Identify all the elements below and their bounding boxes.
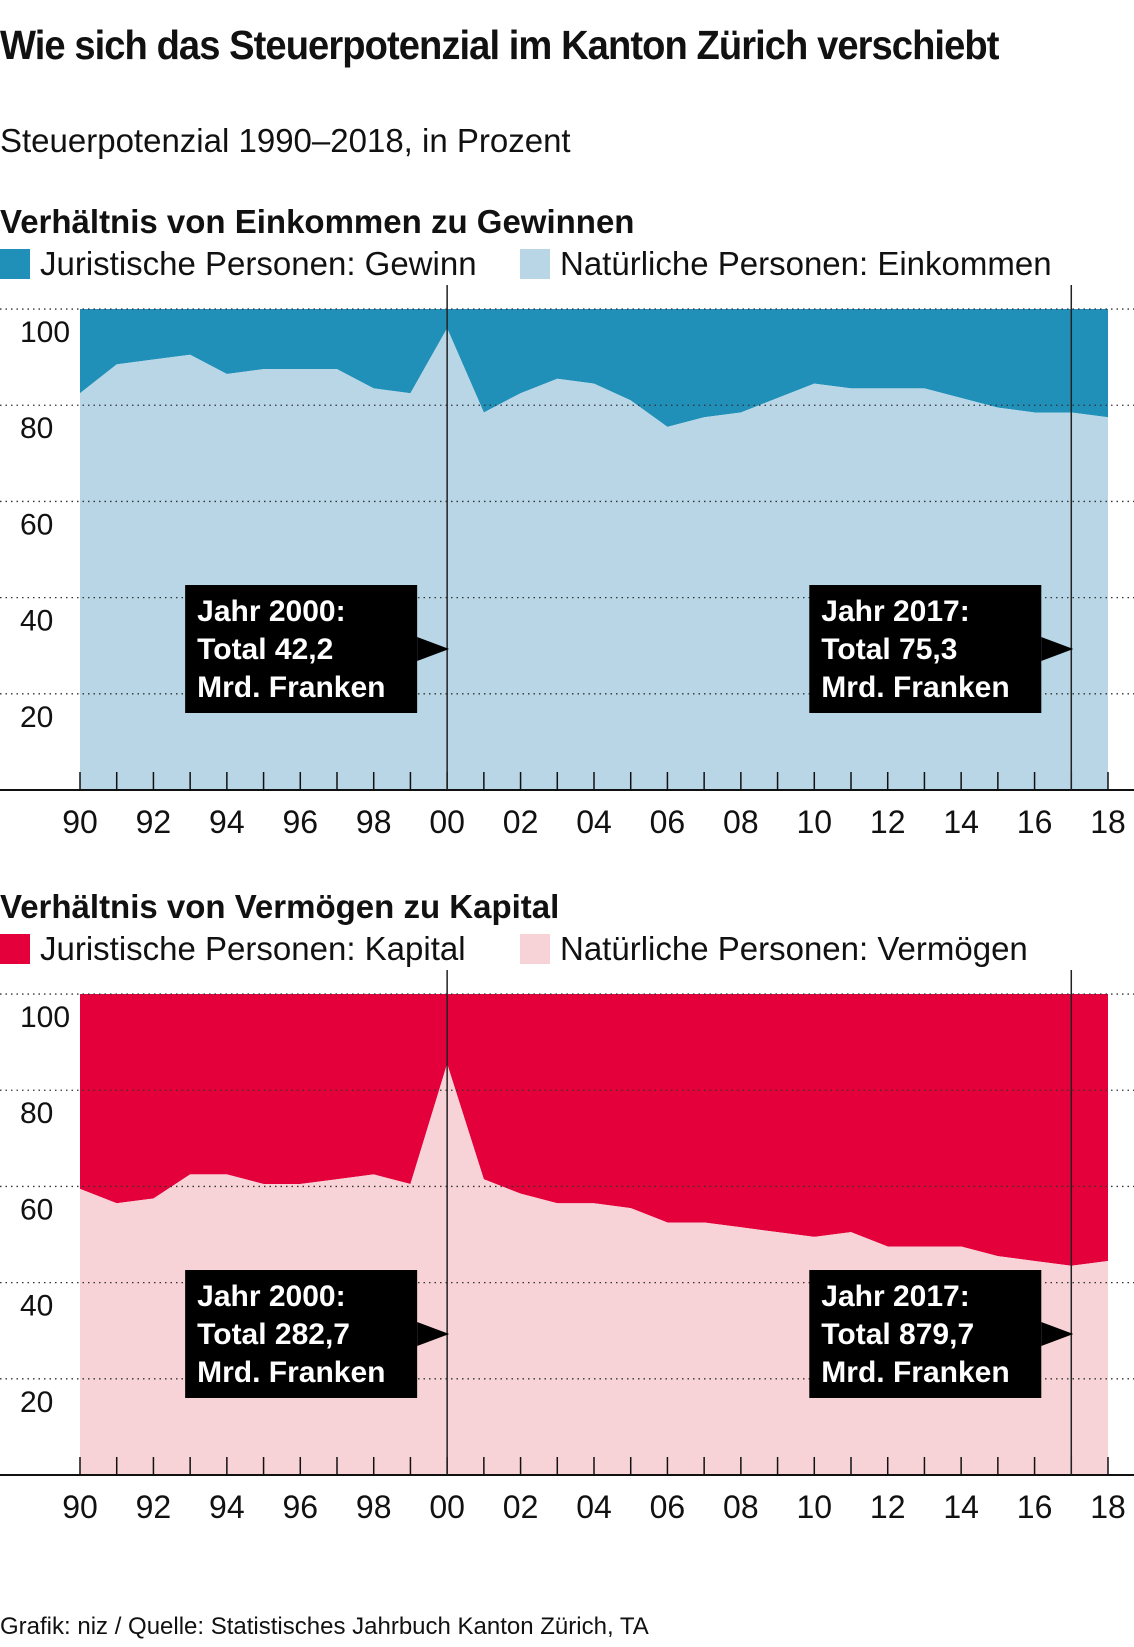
annotation-text-2017-1: Total 879,7 bbox=[821, 1318, 974, 1351]
annotation-2000: Jahr 2000: Total 282,7 Mrd. Franken bbox=[185, 1270, 450, 1398]
chart-2-title: Verhältnis von Vermögen zu Kapital bbox=[0, 888, 560, 925]
x-tick-label-2016: 16 bbox=[1017, 1489, 1053, 1525]
x-tick-label-1996: 96 bbox=[282, 1489, 318, 1525]
legend-item-einkommen: Natürliche Personen: Einkommen bbox=[520, 245, 1052, 283]
annotation-text-2000-2: Mrd. Franken bbox=[197, 1356, 385, 1389]
x-tick-label-1992: 92 bbox=[136, 804, 172, 840]
y-tick-label-20: 20 bbox=[20, 1386, 53, 1419]
y-tick-label-40: 40 bbox=[20, 1290, 53, 1323]
y-tick-label-40: 40 bbox=[20, 605, 53, 638]
x-tick-label-1992: 92 bbox=[136, 1489, 172, 1525]
legend-label-gewinn: Juristische Personen: Gewinn bbox=[40, 245, 477, 282]
x-tick-label-1994: 94 bbox=[209, 1489, 245, 1525]
annotation-text-2000-1: Total 282,7 bbox=[197, 1318, 350, 1351]
x-tick-label-2010: 10 bbox=[796, 804, 832, 840]
annotation-text-2000-2: Mrd. Franken bbox=[197, 671, 385, 704]
x-tick-label-1990: 90 bbox=[62, 804, 98, 840]
x-tick-label-1990: 90 bbox=[62, 1489, 98, 1525]
x-tick-label-2018: 18 bbox=[1090, 1489, 1126, 1525]
chart-2-plot: 20 40 60 80 100 90 92 94 96 98 00 02 04 06 08 10 12 14 16 1… bbox=[0, 970, 1134, 1525]
legend-item-kapital: Juristische Personen: Kapital bbox=[0, 930, 466, 968]
x-tick-label-2008: 08 bbox=[723, 804, 759, 840]
legend-swatch-einkommen bbox=[520, 249, 550, 279]
annotation-text-2017-1: Total 75,3 bbox=[821, 633, 957, 666]
annotation-2000: Jahr 2000: Total 42,2 Mrd. Franken bbox=[185, 585, 450, 713]
annotation-text-2017-2: Mrd. Franken bbox=[821, 671, 1009, 704]
x-tick-label-2006: 06 bbox=[650, 804, 686, 840]
annotation-text-2000-0: Jahr 2000: bbox=[197, 595, 345, 628]
y-tick-label-60: 60 bbox=[20, 1193, 53, 1226]
area-series-1-upper bbox=[80, 994, 1108, 1266]
x-tick-label-2012: 12 bbox=[870, 1489, 906, 1525]
y-tick-label-60: 60 bbox=[20, 508, 53, 541]
y-tick-label-80: 80 bbox=[20, 412, 53, 445]
x-tick-label-1996: 96 bbox=[282, 804, 318, 840]
annotation-text-2017-0: Jahr 2017: bbox=[821, 1280, 969, 1313]
x-tick-label-2008: 08 bbox=[723, 1489, 759, 1525]
annotation-2017: Jahr 2017: Total 75,3 Mrd. Franken bbox=[809, 585, 1074, 713]
y-tick-label-100: 100 bbox=[20, 316, 70, 349]
annotation-box-2017 bbox=[809, 585, 1042, 713]
legend-item-vermoegen: Natürliche Personen: Vermögen bbox=[520, 930, 1028, 968]
area-series-0-lower bbox=[80, 328, 1108, 790]
annotation-2017: Jahr 2017: Total 879,7 Mrd. Franken bbox=[809, 1270, 1074, 1398]
annotation-box-2000 bbox=[185, 585, 418, 713]
annotation-text-2000-1: Total 42,2 bbox=[197, 633, 333, 666]
legend-label-kapital: Juristische Personen: Kapital bbox=[40, 930, 466, 967]
x-tick-label-1998: 98 bbox=[356, 804, 392, 840]
x-tick-label-2002: 02 bbox=[503, 1489, 539, 1525]
page-title: Wie sich das Steuerpotenzial im Kanton Z… bbox=[0, 22, 999, 68]
legend-item-gewinn: Juristische Personen: Gewinn bbox=[0, 245, 477, 283]
legend-label-vermoegen: Natürliche Personen: Vermögen bbox=[560, 930, 1028, 967]
x-tick-label-2016: 16 bbox=[1017, 804, 1053, 840]
x-tick-label-2018: 18 bbox=[1090, 804, 1126, 840]
legend-swatch-vermoegen bbox=[520, 934, 550, 964]
legend-label-einkommen: Natürliche Personen: Einkommen bbox=[560, 245, 1052, 282]
x-tick-label-2002: 02 bbox=[503, 804, 539, 840]
x-tick-label-2012: 12 bbox=[870, 804, 906, 840]
x-tick-label-1998: 98 bbox=[356, 1489, 392, 1525]
annotation-box-2000 bbox=[185, 1270, 418, 1398]
annotation-text-2017-0: Jahr 2017: bbox=[821, 595, 969, 628]
x-tick-label-2010: 10 bbox=[796, 1489, 832, 1525]
x-tick-label-2000: 00 bbox=[429, 804, 465, 840]
y-tick-label-80: 80 bbox=[20, 1097, 53, 1130]
x-tick-label-2000: 00 bbox=[429, 1489, 465, 1525]
y-tick-label-20: 20 bbox=[20, 701, 53, 734]
area-series-0-upper bbox=[80, 309, 1108, 427]
x-tick-label-2004: 04 bbox=[576, 804, 612, 840]
annotation-pointer-2017 bbox=[1041, 637, 1074, 661]
chart-1-title: Verhältnis von Einkommen zu Gewinnen bbox=[0, 203, 635, 240]
x-tick-label-2014: 14 bbox=[943, 1489, 979, 1525]
annotation-pointer-2017 bbox=[1041, 1322, 1074, 1346]
x-tick-label-2006: 06 bbox=[650, 1489, 686, 1525]
legend-swatch-kapital bbox=[0, 934, 30, 964]
annotation-box-2017 bbox=[809, 1270, 1042, 1398]
annotation-text-2017-2: Mrd. Franken bbox=[821, 1356, 1009, 1389]
x-tick-label-2014: 14 bbox=[943, 804, 979, 840]
x-tick-label-1994: 94 bbox=[209, 804, 245, 840]
legend-swatch-gewinn bbox=[0, 249, 30, 279]
annotation-pointer-2000 bbox=[417, 1322, 450, 1346]
annotation-pointer-2000 bbox=[417, 637, 450, 661]
page-subtitle: Steuerpotenzial 1990–2018, in Prozent bbox=[0, 122, 571, 159]
y-tick-label-100: 100 bbox=[20, 1001, 70, 1034]
source-footer: Grafik: niz / Quelle: Statistisches Jahr… bbox=[0, 1613, 649, 1640]
x-tick-label-2004: 04 bbox=[576, 1489, 612, 1525]
chart-1-plot: 20 40 60 80 100 90 92 94 96 98 00 02 04 06 08 10 12 14 16 1… bbox=[0, 285, 1134, 840]
annotation-text-2000-0: Jahr 2000: bbox=[197, 1280, 345, 1313]
